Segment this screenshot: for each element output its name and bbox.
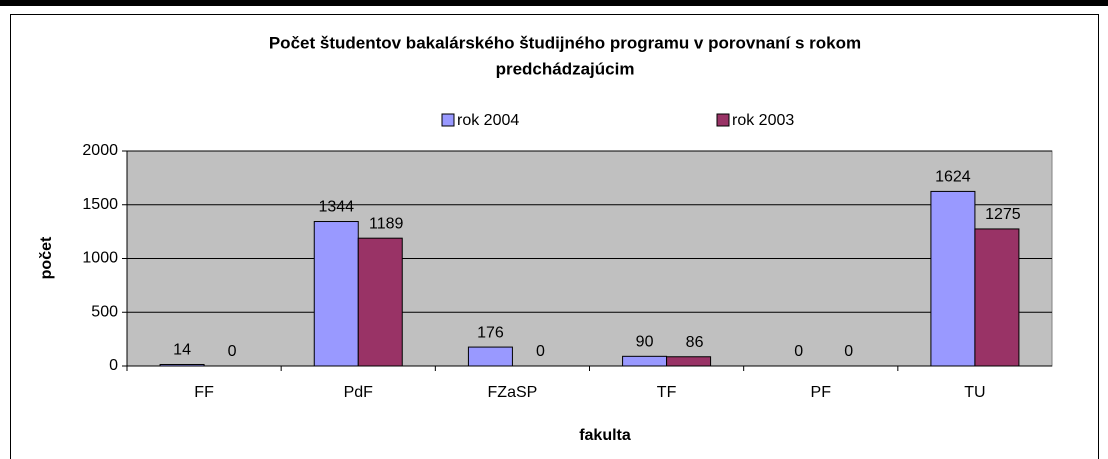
chart-title: Počet študentov bakalárského študijného … — [269, 33, 861, 52]
bar — [974, 228, 1020, 367]
data-label: 0 — [536, 343, 545, 360]
data-label: 0 — [844, 343, 853, 360]
x-tick-label: FF — [194, 384, 214, 401]
x-axis-label: fakulta — [579, 427, 631, 444]
data-label: 14 — [173, 342, 191, 359]
y-tick-label: 1500 — [82, 196, 118, 213]
data-label: 176 — [477, 324, 504, 341]
bar — [930, 190, 976, 367]
legend-swatch — [441, 113, 455, 127]
top-rule — [0, 0, 1108, 6]
data-label: 90 — [636, 334, 654, 351]
bar — [313, 221, 359, 367]
data-label: 86 — [686, 334, 704, 351]
data-label: 1189 — [369, 215, 404, 232]
data-label: 0 — [794, 343, 803, 360]
chart-title: predchádzajúcim — [496, 59, 635, 78]
x-tick-label: FZaSP — [488, 384, 538, 401]
y-tick-label: 1000 — [82, 250, 118, 267]
y-tick-label: 2000 — [82, 142, 118, 159]
x-tick-label: TU — [964, 384, 985, 401]
bar — [622, 355, 668, 367]
legend-label: rok 2003 — [732, 112, 794, 129]
y-tick-label: 0 — [109, 357, 118, 374]
y-tick-label: 500 — [91, 303, 118, 320]
data-label: 1624 — [935, 169, 971, 186]
x-tick-label: TF — [657, 384, 677, 401]
x-tick-label: PdF — [344, 384, 374, 401]
data-label: 1344 — [318, 199, 354, 216]
data-label: 1275 — [985, 206, 1021, 223]
bar — [357, 237, 403, 367]
bar — [666, 356, 712, 367]
data-label: 0 — [228, 343, 237, 360]
bar — [467, 346, 513, 367]
x-tick-label: PF — [811, 384, 832, 401]
legend-label: rok 2004 — [457, 112, 519, 129]
legend-swatch — [716, 113, 730, 127]
y-axis-label: počet — [38, 236, 55, 279]
